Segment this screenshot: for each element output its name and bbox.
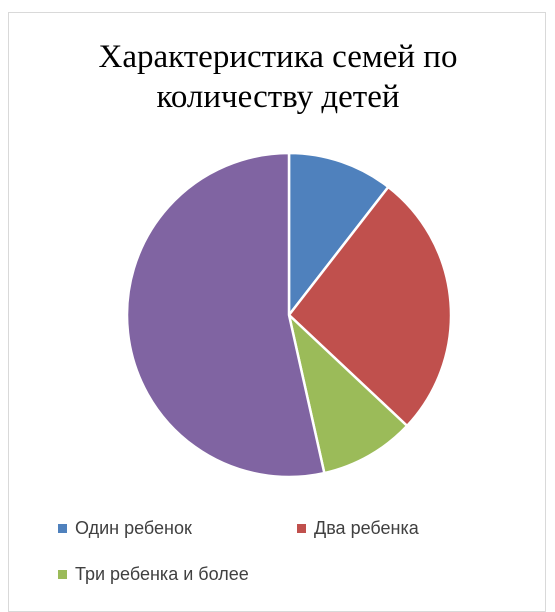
legend-item-dva-rebenka: Два ребенка [297, 518, 419, 539]
chart-frame: Характеристика семей по количеству детей [8, 12, 546, 612]
legend-item-odin-rebenok: Один ребенок [58, 518, 192, 539]
chart-title: Характеристика семей по количеству детей [9, 37, 547, 117]
pie-slice-tri-rebenka [287, 313, 409, 475]
pie-slice-odin-rebenok [287, 151, 390, 317]
chart-title-line-1: Характеристика семей по [98, 39, 458, 75]
pie-slice-dva-rebenka [287, 185, 453, 428]
legend-swatch-green [58, 570, 67, 579]
legend-label-odin-rebenok: Один ребенок [75, 518, 192, 538]
legend-item-tri-rebenka: Три ребенка и более [58, 564, 249, 585]
pie-slices [125, 151, 453, 479]
legend-swatch-blue [58, 524, 67, 533]
chart-title-line-2: количеству детей [156, 79, 400, 115]
legend-label-tri-rebenka: Три ребенка и более [75, 564, 249, 584]
legend-swatch-red [297, 524, 306, 533]
legend-label-dva-rebenka: Два ребенка [314, 518, 419, 538]
pie-slice-unlabeled [125, 151, 326, 479]
